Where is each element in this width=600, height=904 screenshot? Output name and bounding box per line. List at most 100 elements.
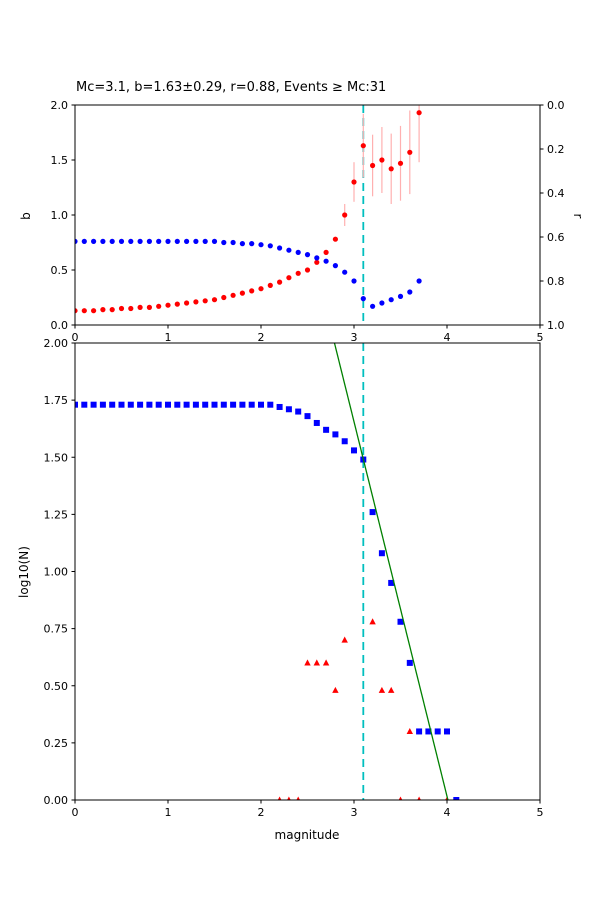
bin-count-point (332, 686, 339, 693)
y-tick-label: 0.2 (547, 143, 565, 156)
cumulative-count-point (174, 401, 181, 408)
correlation-r-point (239, 241, 245, 247)
b-value-point (193, 299, 199, 305)
y-tick-label: 1.0 (547, 319, 565, 332)
b-value-point (332, 236, 338, 242)
bin-count-point (287, 796, 291, 800)
cumulative-count-point (444, 728, 450, 735)
x-tick-label: 0 (72, 806, 79, 819)
y-tick-label: 2.00 (44, 337, 69, 350)
correlation-r-point (304, 252, 311, 258)
cumulative-count-point (258, 401, 264, 408)
cumulative-count-point (406, 659, 413, 666)
cumulative-count-point (137, 401, 144, 408)
y-tick-label: 0.8 (547, 275, 565, 288)
y-tick-label: 1.00 (44, 566, 69, 579)
b-value-point (416, 110, 422, 116)
cumulative-count-point (416, 728, 423, 735)
correlation-r-point (156, 238, 162, 244)
b-value-point (397, 160, 404, 166)
bin-count-point (304, 659, 311, 666)
b-value-point (267, 282, 273, 288)
correlation-r-point (211, 238, 218, 244)
cumulative-count-point (118, 401, 125, 408)
bin-count-point (417, 796, 421, 800)
correlation-r-point (193, 238, 199, 244)
cumulative-count-point (453, 797, 460, 800)
b-value-point (75, 308, 78, 314)
x-axis-label-magnitude: magnitude (275, 828, 340, 842)
correlation-r-point (91, 238, 97, 244)
correlation-r-point (332, 263, 338, 269)
cumulative-count-point (313, 419, 320, 426)
cumulative-count-point (155, 401, 162, 408)
b-value-point (258, 286, 264, 292)
correlation-r-point (258, 242, 264, 248)
bin-count-point (313, 659, 320, 666)
b-value-point (407, 149, 413, 155)
y-tick-label: 0.0 (547, 99, 565, 112)
b-value-point (323, 249, 329, 255)
correlation-r-point (174, 238, 180, 244)
correlation-r-point (360, 296, 366, 302)
correlation-r-point (109, 238, 115, 244)
x-tick-label: 4 (444, 331, 451, 344)
b-value-point (360, 143, 366, 149)
correlation-r-point (118, 238, 125, 244)
cumulative-count-point (285, 406, 292, 413)
correlation-r-point (75, 238, 78, 244)
correlation-r-point (277, 245, 283, 251)
cumulative-count-point (351, 447, 357, 454)
series-b-value (75, 105, 422, 314)
bin-count-point (406, 727, 413, 735)
b-value-point (156, 303, 162, 309)
x-tick-label: 4 (444, 806, 451, 819)
y-tick-label: 1.75 (44, 394, 69, 407)
bin-count-point (398, 796, 403, 800)
correlation-r-point (221, 239, 227, 246)
y-axis-label-b: b (19, 212, 33, 220)
cumulative-count-point (276, 403, 283, 410)
b-value-point (174, 301, 180, 307)
correlation-r-point (267, 243, 273, 249)
b-value-point (146, 304, 152, 310)
bin-count-point (341, 636, 348, 643)
gr-fit-line (333, 343, 449, 800)
b-value-point (314, 259, 320, 265)
correlation-r-point (323, 258, 329, 264)
cumulative-count-point (202, 401, 209, 408)
y-tick-label: 0.6 (547, 231, 565, 244)
b-value-point (137, 304, 143, 310)
y-tick-label: 2.0 (51, 99, 69, 112)
x-tick-label: 3 (351, 806, 358, 819)
correlation-r-point (128, 238, 134, 244)
x-tick-label: 3 (351, 331, 358, 344)
subplot-b-r: 0 1 2 3 4 5 0.0 0.5 1.0 1.5 2.0 0.0 0.2 0.4 0.6 0.8 1.0 (51, 99, 565, 344)
correlation-r-point (286, 247, 292, 253)
b-value-point (277, 279, 283, 285)
cumulative-count-point (127, 401, 134, 408)
y-tick-label: 1.5 (51, 154, 69, 167)
b-value-point (202, 298, 208, 304)
subplot-frequency-magnitude: 0 1 2 3 4 5 0.00 0.25 0.50 0.75 1.00 1.25 1.50 1.75 2.… (44, 337, 544, 819)
correlation-r-point (342, 269, 348, 275)
x-tick-label: 1 (165, 331, 172, 344)
x-tick-label: 1 (165, 806, 172, 819)
cumulative-count-point (434, 728, 441, 735)
b-value-point (388, 166, 394, 172)
y-axis-label-r: r (571, 214, 585, 219)
bin-count-point (369, 618, 376, 625)
cumulative-count-point (388, 579, 395, 586)
axes-frame (74, 104, 541, 326)
y-tick-label: 0.5 (51, 264, 69, 277)
y-tick-label: 0.4 (547, 187, 565, 200)
series-cumulative-count (75, 401, 460, 800)
cumulative-count-point (211, 401, 218, 408)
correlation-r-point (370, 303, 376, 309)
bin-count-point (388, 686, 395, 693)
b-value-point (221, 294, 227, 301)
b-value-point (184, 300, 190, 306)
cumulative-count-point (109, 401, 116, 408)
